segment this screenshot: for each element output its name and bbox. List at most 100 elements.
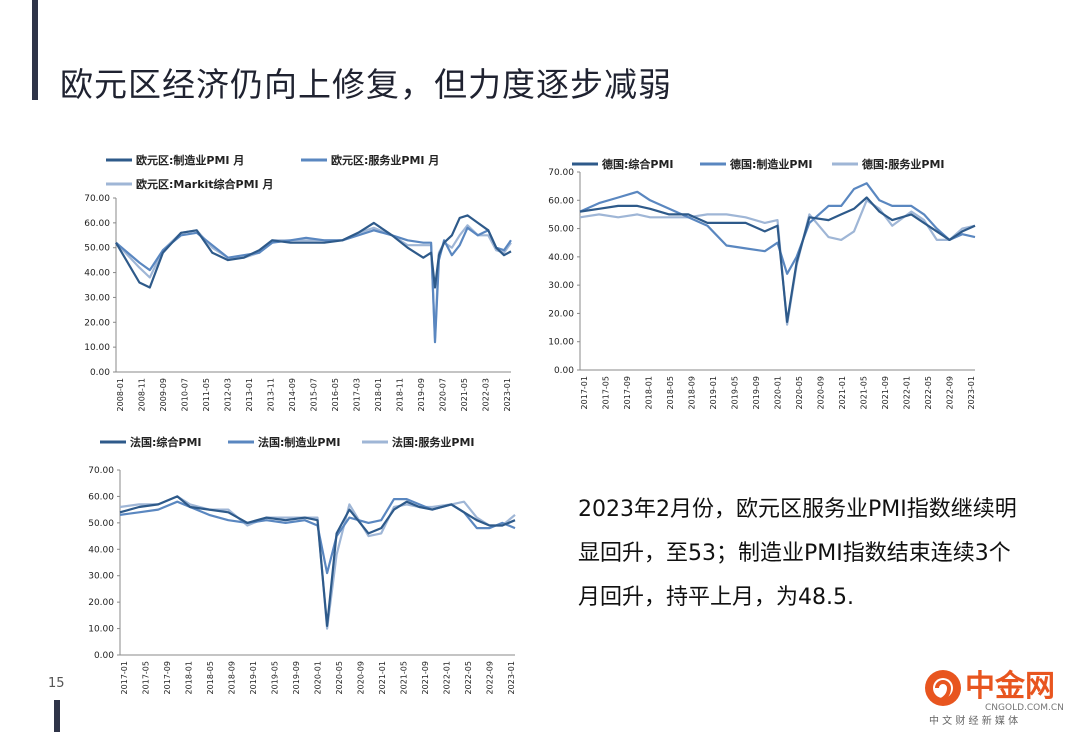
x-tick-label: 2022-05 [924, 376, 933, 409]
y-tick-label: 70.00 [548, 168, 574, 178]
x-tick-label: 2021-09 [421, 661, 430, 694]
x-tick-label: 2022-09 [946, 376, 955, 409]
legend-label-0: 欧元区:制造业PMI 月 [136, 153, 244, 167]
x-tick-label: 2010-07 [181, 378, 190, 411]
y-tick-label: 40.00 [548, 253, 574, 263]
x-tick-label: 2021-01 [378, 661, 387, 694]
x-tick-label: 2022-05 [464, 661, 473, 694]
x-tick-label: 2021-05 [860, 376, 869, 409]
legend-label-0: 德国:综合PMI [601, 157, 674, 171]
x-tick-label: 2023-01 [503, 378, 512, 411]
legend-label-0: 法国:综合PMI [130, 435, 202, 449]
x-tick-label: 2019-09 [417, 378, 426, 411]
x-tick-label: 2018-01 [374, 378, 383, 411]
x-tick-label: 2011-05 [202, 378, 211, 411]
series-line-1 [115, 226, 512, 344]
x-tick-label: 2019-05 [731, 376, 740, 409]
cngold-logo: 中金网 CNGOLD.COM.CN 中 文 财 经 新 媒 体 [915, 660, 1075, 728]
x-tick-label: 2013-11 [267, 378, 276, 411]
y-tick-label: 50.00 [88, 519, 114, 529]
chart-eurozone-svg: 欧元区:制造业PMI 月 欧元区:服务业PMI 月欧元区:Markit综合PMI … [84, 153, 512, 411]
x-tick-label: 2018-11 [396, 378, 405, 411]
chart-eurozone-pmi: 欧元区:制造业PMI 月 欧元区:服务业PMI 月欧元区:Markit综合PMI … [76, 146, 536, 440]
y-tick-label: 0.00 [90, 368, 110, 378]
x-tick-label: 2019-01 [249, 661, 258, 694]
x-tick-label: 2017-03 [353, 378, 362, 411]
y-tick-label: 70.00 [88, 466, 114, 476]
logo-graphic: 中金网 CNGOLD.COM.CN 中 文 财 经 新 媒 体 [925, 669, 1064, 727]
y-tick-label: 60.00 [84, 219, 110, 229]
x-tick-label: 2020-09 [817, 376, 826, 409]
legend-label-1: 欧元区:服务业PMI 月 [331, 153, 439, 167]
x-tick-label: 2013-01 [245, 378, 254, 411]
svg-text:中金网: 中金网 [965, 669, 1055, 704]
series-line-1 [579, 182, 976, 275]
y-tick-label: 10.00 [88, 625, 114, 635]
svg-text:CNGOLD.COM.CN: CNGOLD.COM.CN [985, 703, 1064, 713]
x-tick-label: 2017-09 [623, 376, 632, 409]
series-line-2 [579, 199, 976, 326]
legend-label-1: 德国:制造业PMI [729, 157, 813, 171]
x-tick-label: 2018-09 [228, 661, 237, 694]
x-tick-label: 2016-05 [331, 378, 340, 411]
x-tick-label: 2018-01 [645, 376, 654, 409]
series-line-0 [119, 495, 516, 627]
slide-title: 欧元区经济仍向上修复，但力度逐步减弱 [60, 65, 672, 104]
x-tick-label: 2021-05 [460, 378, 469, 411]
x-tick-label: 2018-05 [206, 661, 215, 694]
x-tick-label: 2020-07 [439, 378, 448, 411]
x-tick-label: 2020-01 [314, 661, 323, 694]
x-tick-label: 2021-09 [881, 376, 890, 409]
y-tick-label: 30.00 [88, 572, 114, 582]
y-tick-label: 40.00 [84, 269, 110, 279]
x-tick-label: 2019-01 [709, 376, 718, 409]
x-tick-label: 2022-01 [903, 376, 912, 409]
page-accent-bar [54, 700, 60, 732]
series-line-2 [119, 495, 516, 630]
x-tick-label: 2021-05 [400, 661, 409, 694]
x-tick-label: 2020-05 [335, 661, 344, 694]
commentary-text: 2023年2月份，欧元区服务业PMI指数继续明显回升，至53；制造业PMI指数结… [578, 497, 1017, 610]
y-tick-label: 10.00 [84, 343, 110, 353]
y-tick-label: 50.00 [548, 225, 574, 235]
y-tick-label: 20.00 [84, 318, 110, 328]
x-tick-label: 2015-07 [310, 378, 319, 411]
x-tick-label: 2020-01 [774, 376, 783, 409]
title-accent-bar [32, 0, 38, 100]
x-tick-label: 2018-01 [185, 661, 194, 694]
x-tick-label: 2017-05 [602, 376, 611, 409]
y-tick-label: 30.00 [548, 281, 574, 291]
y-tick-label: 60.00 [548, 196, 574, 206]
chart-germany-pmi: 德国:综合PMI 德国:制造业PMI 德国:服务业PMI 70.00 60.00 50.0… [540, 150, 1000, 434]
x-tick-label: 2008-01 [116, 378, 125, 411]
x-tick-label: 2017-05 [142, 661, 151, 694]
y-tick-label: 20.00 [88, 598, 114, 608]
y-tick-label: 50.00 [84, 244, 110, 254]
x-tick-label: 2022-01 [443, 661, 452, 694]
y-tick-label: 10.00 [548, 338, 574, 348]
x-tick-label: 2018-05 [666, 376, 675, 409]
x-tick-label: 2017-01 [580, 376, 589, 409]
y-tick-label: 40.00 [88, 545, 114, 555]
series-line-1 [119, 498, 516, 575]
x-tick-label: 2019-09 [752, 376, 761, 409]
x-tick-label: 2019-05 [271, 661, 280, 694]
y-tick-label: 20.00 [548, 309, 574, 319]
x-tick-label: 2023-01 [507, 661, 516, 694]
x-tick-label: 2022-09 [486, 661, 495, 694]
x-tick-label: 2019-09 [292, 661, 301, 694]
legend-label-2: 欧元区:Markit综合PMI 月 [136, 177, 273, 191]
x-tick-label: 2012-03 [224, 378, 233, 411]
y-tick-label: 60.00 [88, 492, 114, 502]
x-tick-label: 2017-01 [120, 661, 129, 694]
series-line-0 [115, 214, 512, 289]
y-tick-label: 30.00 [84, 293, 110, 303]
x-tick-label: 2009-09 [159, 378, 168, 411]
svg-text:中 文 财 经 新 媒 体: 中 文 财 经 新 媒 体 [929, 714, 1018, 727]
x-tick-label: 2014-09 [288, 378, 297, 411]
y-tick-label: 0.00 [94, 651, 114, 661]
x-tick-label: 2020-09 [357, 661, 366, 694]
legend-label-2: 法国:服务业PMI [392, 435, 475, 449]
x-tick-label: 2022-03 [482, 378, 491, 411]
x-tick-label: 2017-09 [163, 661, 172, 694]
